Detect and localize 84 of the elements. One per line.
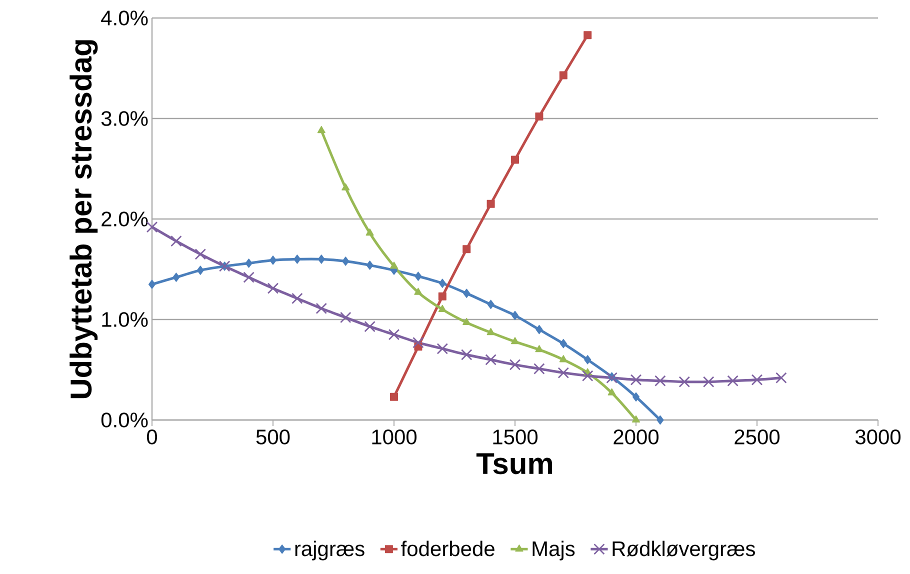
point xyxy=(584,31,592,40)
point xyxy=(390,392,398,401)
legend-label: foderbede xyxy=(401,540,494,556)
point xyxy=(412,336,424,348)
point xyxy=(460,349,472,360)
y-tick-label: 4.0% xyxy=(101,10,148,26)
point xyxy=(702,376,714,388)
point xyxy=(560,339,567,348)
x-tick-label: 500 xyxy=(256,430,290,444)
point xyxy=(317,126,326,134)
point xyxy=(342,183,350,190)
point xyxy=(318,254,325,264)
point xyxy=(632,415,640,422)
x-axis-title: Tsum xyxy=(476,453,552,474)
point xyxy=(438,304,446,312)
point xyxy=(438,278,446,288)
point xyxy=(316,302,328,314)
point xyxy=(218,260,230,272)
point xyxy=(462,245,471,254)
point xyxy=(269,256,277,265)
point xyxy=(267,282,279,294)
point xyxy=(366,260,374,270)
point xyxy=(463,288,470,298)
point xyxy=(509,359,521,370)
point xyxy=(727,375,738,386)
legend-label: Rødkløvergræs xyxy=(612,540,755,560)
point xyxy=(511,156,520,164)
point xyxy=(342,256,350,266)
point xyxy=(194,248,206,260)
point xyxy=(776,372,787,384)
point xyxy=(534,363,545,374)
point xyxy=(340,312,352,324)
point xyxy=(487,300,494,310)
point xyxy=(390,262,398,269)
point xyxy=(292,292,303,304)
legend-label: rajgræs xyxy=(295,540,364,560)
point xyxy=(654,375,666,386)
point xyxy=(438,292,446,300)
point xyxy=(245,258,252,268)
point xyxy=(558,367,570,378)
point xyxy=(608,388,616,396)
y-axis-title: Udbyttetab per stressdag xyxy=(70,40,98,398)
point xyxy=(584,355,592,364)
x-tick-label: 2000 xyxy=(614,430,659,444)
point xyxy=(294,254,301,264)
y-tick-label: 2.0% xyxy=(102,212,148,226)
point xyxy=(535,345,544,352)
x-tick-label: 2500 xyxy=(734,430,780,444)
x-tick-label: 1500 xyxy=(493,430,538,444)
point xyxy=(678,376,690,388)
y-tick-label: 1.0% xyxy=(102,312,148,327)
point xyxy=(462,318,471,326)
point xyxy=(559,71,568,80)
point xyxy=(511,310,519,320)
point xyxy=(414,288,422,295)
x-tick-label: 3000 xyxy=(855,430,901,444)
point xyxy=(582,370,594,382)
point xyxy=(148,280,156,289)
point xyxy=(414,272,422,281)
y-tick-label: 0.0% xyxy=(101,412,148,428)
point xyxy=(366,228,374,236)
point xyxy=(170,235,182,247)
point xyxy=(436,342,448,354)
point xyxy=(751,374,763,386)
point xyxy=(243,272,254,283)
point xyxy=(559,355,568,362)
point xyxy=(388,328,400,340)
legend-label: Majs xyxy=(532,540,575,560)
point xyxy=(630,374,642,386)
x-tick-label: 0 xyxy=(146,430,158,444)
point xyxy=(536,324,543,334)
point xyxy=(364,320,376,332)
point xyxy=(486,328,495,336)
point xyxy=(632,392,640,402)
point xyxy=(510,337,520,344)
point xyxy=(486,200,495,208)
point xyxy=(196,266,204,275)
point xyxy=(485,354,496,366)
point xyxy=(656,415,664,425)
point xyxy=(146,221,158,233)
x-tick-label: 1000 xyxy=(372,430,417,444)
y-tick-label: 3.0% xyxy=(101,111,148,126)
point xyxy=(172,272,180,282)
point xyxy=(535,112,544,120)
